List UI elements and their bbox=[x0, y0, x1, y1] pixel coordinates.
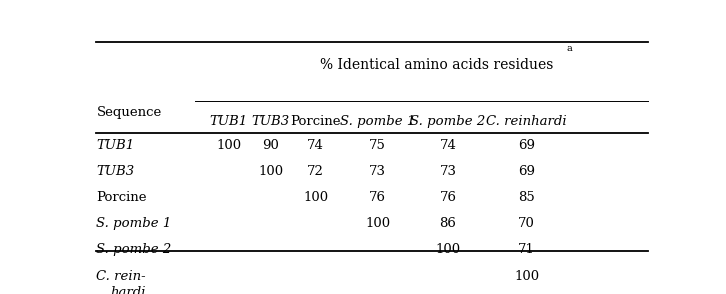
Text: 86: 86 bbox=[440, 217, 457, 230]
Text: 100: 100 bbox=[258, 165, 283, 178]
Text: S. pombe 2: S. pombe 2 bbox=[97, 243, 171, 256]
Text: TUB1: TUB1 bbox=[97, 139, 134, 152]
Text: S. pombe 1: S. pombe 1 bbox=[97, 217, 171, 230]
Text: Porcine: Porcine bbox=[290, 115, 341, 128]
Text: 100: 100 bbox=[365, 217, 391, 230]
Text: TUB1: TUB1 bbox=[210, 115, 248, 128]
Text: TUB3: TUB3 bbox=[252, 115, 290, 128]
Text: 69: 69 bbox=[518, 165, 535, 178]
Text: 100: 100 bbox=[303, 191, 328, 204]
Text: hardi: hardi bbox=[110, 286, 146, 294]
Text: TUB3: TUB3 bbox=[97, 165, 134, 178]
Text: 70: 70 bbox=[518, 217, 535, 230]
Text: S. pombe 1: S. pombe 1 bbox=[340, 115, 415, 128]
Text: 100: 100 bbox=[514, 270, 539, 283]
Text: S. pombe 2: S. pombe 2 bbox=[410, 115, 486, 128]
Text: C. reinhardi: C. reinhardi bbox=[486, 115, 567, 128]
Text: a: a bbox=[566, 44, 572, 54]
Text: 76: 76 bbox=[370, 191, 386, 204]
Text: Porcine: Porcine bbox=[97, 191, 147, 204]
Text: 75: 75 bbox=[370, 139, 386, 152]
Text: 73: 73 bbox=[370, 165, 386, 178]
Text: 76: 76 bbox=[439, 191, 457, 204]
Text: 74: 74 bbox=[440, 139, 457, 152]
Text: C. rein-: C. rein- bbox=[97, 270, 146, 283]
Text: 72: 72 bbox=[307, 165, 325, 178]
Text: 85: 85 bbox=[518, 191, 535, 204]
Text: % Identical amino acids residues: % Identical amino acids residues bbox=[320, 58, 553, 72]
Text: 100: 100 bbox=[216, 139, 241, 152]
Text: 100: 100 bbox=[436, 243, 460, 256]
Text: 74: 74 bbox=[307, 139, 325, 152]
Text: 69: 69 bbox=[518, 139, 535, 152]
Text: 73: 73 bbox=[439, 165, 457, 178]
Text: Sequence: Sequence bbox=[97, 106, 162, 119]
Text: 71: 71 bbox=[518, 243, 535, 256]
Text: 90: 90 bbox=[262, 139, 280, 152]
